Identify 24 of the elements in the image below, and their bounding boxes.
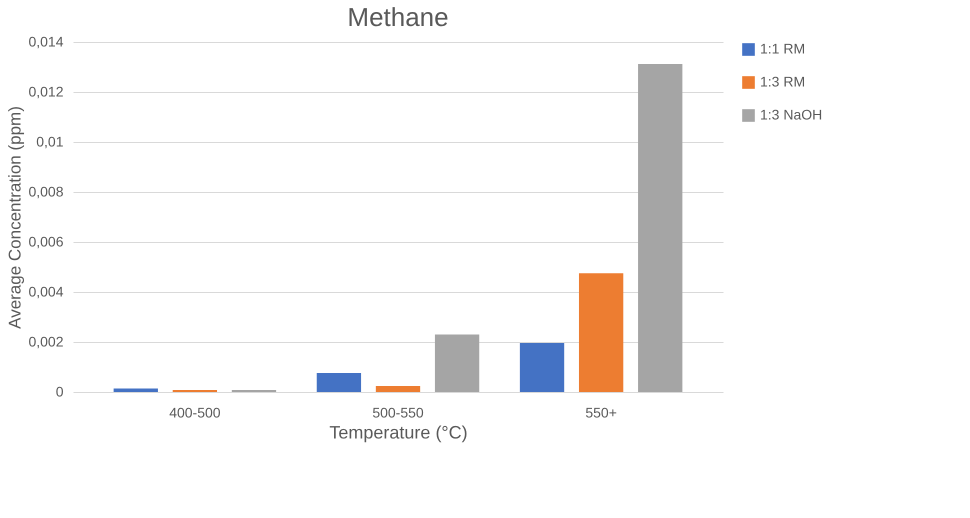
bar — [434, 334, 480, 392]
bar — [578, 273, 624, 392]
y-tick-label: 0,006 — [28, 234, 64, 250]
legend-label: 1:3 NaOH — [760, 106, 822, 122]
legend-label: 1:3 RM — [760, 74, 806, 90]
y-tick-label: 0,004 — [28, 284, 64, 300]
bar — [520, 343, 564, 392]
x-tick-label: 550+ — [585, 404, 617, 420]
chart-title: Methane — [347, 2, 449, 32]
y-tick-label: 0,01 — [36, 134, 64, 150]
bar — [316, 373, 362, 392]
bar — [638, 64, 682, 392]
y-tick-label: 0,008 — [28, 184, 64, 200]
y-tick-label: 0,014 — [28, 34, 64, 50]
bar — [376, 386, 420, 392]
x-tick-label: 500-550 — [372, 404, 424, 420]
y-axis-title: Average Concentration (ppm) — [5, 106, 24, 329]
y-tick-label: 0,012 — [28, 84, 64, 100]
legend-label: 1:1 RM — [760, 40, 806, 56]
y-tick-label: 0 — [56, 384, 64, 400]
y-tick-label: 0,002 — [28, 334, 64, 350]
x-axis-title: Temperature (°C) — [329, 422, 468, 442]
bar — [114, 388, 158, 392]
x-tick-label: 400-500 — [169, 404, 221, 420]
